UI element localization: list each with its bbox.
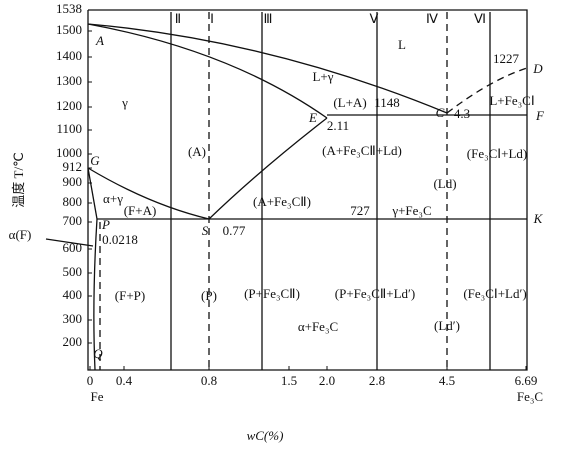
- region-label: (A+Fe₃CⅡ): [253, 194, 311, 209]
- y-tick-label: 1000: [56, 145, 82, 160]
- point-label: C: [436, 105, 445, 120]
- region-label: (Ld′): [434, 318, 460, 333]
- y-tick-label: 200: [63, 334, 83, 349]
- y-tick-label: 1100: [56, 121, 82, 136]
- y-tick-label: 400: [63, 287, 83, 302]
- region-label: (A): [188, 144, 206, 159]
- x-tick-label: 6.69: [515, 373, 538, 388]
- liquidus: [87, 23, 448, 114]
- region-label: (P): [201, 288, 217, 303]
- alloy-numeral: Ⅱ: [175, 11, 181, 26]
- point-label: G: [90, 153, 100, 168]
- diagram-lines: [45, 9, 528, 371]
- region-label: L: [398, 37, 406, 52]
- point-value: 2.11: [327, 118, 349, 133]
- pq-line: [93, 218, 98, 371]
- y-tick-label: 900: [63, 174, 83, 189]
- point-label: D: [532, 61, 543, 76]
- region-label: (F+A): [124, 203, 157, 218]
- y-tick-label: 500: [63, 264, 83, 279]
- pointer: [45, 238, 94, 247]
- point-value: 1148: [374, 95, 400, 110]
- point-value: 1227: [493, 51, 520, 66]
- x-tick-label: 0.4: [116, 373, 133, 388]
- a3-line: [87, 167, 210, 220]
- region-label: α+γ: [103, 191, 123, 206]
- region-label: (A+Fe₃CⅡ+Ld): [322, 143, 402, 158]
- region-label: (P+Fe₃CⅡ+Ld′): [335, 286, 415, 301]
- point-label: P: [101, 217, 110, 232]
- alloy-numeral: Ⅰ: [210, 11, 214, 26]
- y-tick-label: 700: [63, 213, 83, 228]
- region-label: (P+Fe₃CⅡ): [244, 286, 300, 301]
- x-tick-label: 2.8: [369, 373, 385, 388]
- region-label: (Ld): [433, 176, 456, 191]
- x-tick-label: 4.5: [439, 373, 455, 388]
- x-axis-title: wC(%): [247, 428, 284, 443]
- point-label: K: [533, 211, 544, 226]
- alloy-numeral: Ⅵ: [474, 11, 486, 26]
- x-tick-label: 1.5: [281, 373, 297, 388]
- y-axis-title: 温度 T/℃: [11, 152, 26, 207]
- acm-line: [208, 117, 328, 220]
- region-label: (Fe₃CⅠ+Ld): [467, 146, 527, 161]
- y-tick-label: 1500: [56, 22, 82, 37]
- y-tick-label: 1300: [56, 73, 82, 88]
- liquidus-cd: [446, 67, 528, 114]
- y-tick-label: 912: [63, 159, 83, 174]
- gp-line: [87, 167, 98, 220]
- alloy-numeral: Ⅲ: [264, 11, 273, 26]
- region-label: α(F): [9, 227, 32, 242]
- region-label: (Fe₃CⅠ+Ld′): [463, 286, 526, 301]
- x-end-label: Fe₃C: [517, 389, 543, 404]
- region-label: L+Fe₃CⅠ: [489, 93, 534, 108]
- y-tick-label: 600: [63, 240, 83, 255]
- alloy-numeral: Ⅳ: [426, 11, 438, 26]
- point-value: 0.0218: [102, 232, 138, 247]
- region-label: γ+Fe₃C: [391, 203, 431, 218]
- alloy-numeral: Ⅴ: [370, 11, 379, 26]
- region-label: γ: [121, 95, 128, 110]
- y-tick-label: 1200: [56, 98, 82, 113]
- y-tick-label: 300: [63, 311, 83, 326]
- solidus: [87, 23, 328, 119]
- region-label: (L+A): [333, 95, 366, 110]
- point-value: 0.77: [223, 223, 246, 238]
- point-label: E: [308, 110, 317, 125]
- x-end-label: Fe: [91, 389, 104, 404]
- point-label: F: [535, 108, 545, 123]
- point-value: 727: [350, 203, 370, 218]
- region-label: (F+P): [115, 288, 145, 303]
- x-tick-label: 2.0: [319, 373, 335, 388]
- point-label: Q: [93, 346, 103, 361]
- point-label: A: [95, 33, 104, 48]
- point-label: S: [202, 223, 209, 238]
- x-tick-label: 0: [87, 373, 94, 388]
- y-tick-label: 800: [63, 194, 83, 209]
- region-label: L+γ: [312, 69, 333, 84]
- y-tick-label: 1538: [56, 1, 82, 16]
- point-value: 4.3: [454, 106, 470, 121]
- x-tick-label: 0.8: [201, 373, 217, 388]
- frame: [87, 9, 528, 371]
- y-tick-label: 1400: [56, 48, 82, 63]
- region-label: α+Fe₃C: [298, 319, 338, 334]
